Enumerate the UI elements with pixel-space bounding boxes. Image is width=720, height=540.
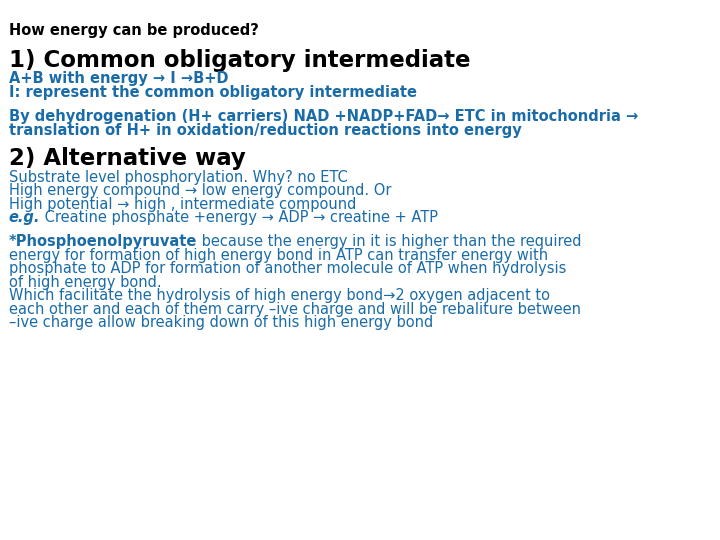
- Text: How energy can be produced?: How energy can be produced?: [9, 23, 258, 38]
- Text: translation of H+ in oxidation/reduction reactions into energy: translation of H+ in oxidation/reduction…: [9, 123, 521, 138]
- Text: A+B with energy → I →B+D: A+B with energy → I →B+D: [9, 71, 228, 86]
- Text: By dehydrogenation (H+ carriers) NAD +NADP+FAD→ ETC in mitochondria →: By dehydrogenation (H+ carriers) NAD +NA…: [9, 109, 638, 124]
- Text: High potential → high , intermediate compound: High potential → high , intermediate com…: [9, 197, 356, 212]
- Text: Creatine phosphate +energy → ADP → creatine + ATP: Creatine phosphate +energy → ADP → creat…: [40, 210, 438, 225]
- Text: Substrate level phosphorylation. Why? no ETC: Substrate level phosphorylation. Why? no…: [9, 170, 347, 185]
- Text: *Phosphoenolpyruvate: *Phosphoenolpyruvate: [9, 234, 197, 249]
- Text: Which facilitate the hydrolysis of high energy bond→2 oxygen adjacent to: Which facilitate the hydrolysis of high …: [9, 288, 549, 303]
- Text: I: represent the common obligatory intermediate: I: represent the common obligatory inter…: [9, 85, 417, 100]
- Text: e.g.: e.g.: [9, 210, 40, 225]
- Text: energy for formation of high energy bond in ATP can transfer energy with: energy for formation of high energy bond…: [9, 248, 548, 263]
- Text: 1) Common obligatory intermediate: 1) Common obligatory intermediate: [9, 49, 470, 72]
- Text: 2) Alternative way: 2) Alternative way: [9, 147, 246, 170]
- Text: –ive charge allow breaking down of this high energy bond: –ive charge allow breaking down of this …: [9, 315, 433, 330]
- Text: of high energy bond.: of high energy bond.: [9, 275, 161, 290]
- Text: each other and each of them carry –ive charge and will be rebaliture between: each other and each of them carry –ive c…: [9, 302, 580, 317]
- Text: because the energy in it is higher than the required: because the energy in it is higher than …: [197, 234, 582, 249]
- Text: phosphate to ADP for formation of another molecule of ATP when hydrolysis: phosphate to ADP for formation of anothe…: [9, 261, 566, 276]
- Text: High energy compound → low energy compound. Or: High energy compound → low energy compou…: [9, 183, 391, 198]
